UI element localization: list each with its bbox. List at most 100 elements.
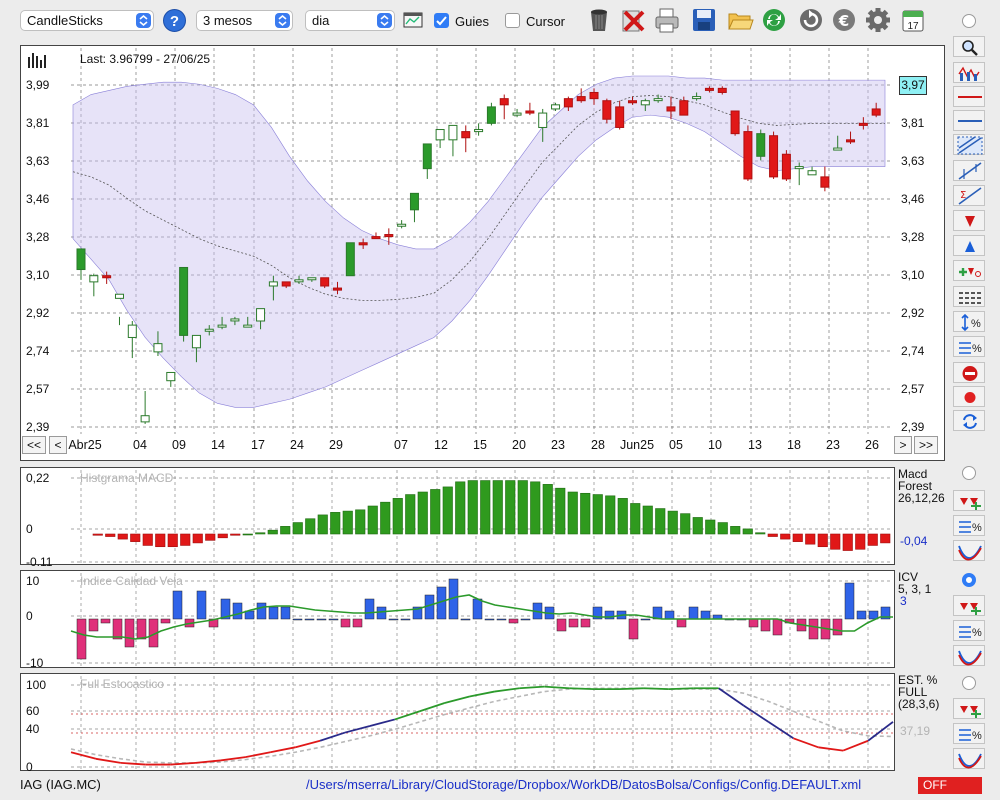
icv-value: 3 xyxy=(900,594,907,608)
macd-bar xyxy=(530,481,541,535)
y-tick-label: 100 xyxy=(26,678,46,692)
delete-icon[interactable] xyxy=(619,6,647,34)
stochastic-k-segment xyxy=(618,687,644,690)
interval-select[interactable]: dia xyxy=(305,10,395,31)
macd-curve-button[interactable] xyxy=(953,540,985,561)
y-tick-label-right: 3,63 xyxy=(901,154,925,168)
stochastic-radio[interactable] xyxy=(962,676,976,690)
x-tick-label: 23 xyxy=(826,438,840,452)
stochastic-curve-button[interactable] xyxy=(953,748,985,769)
macd-signals-button[interactable] xyxy=(953,490,985,511)
euro-icon[interactable]: € xyxy=(830,6,858,34)
fibonacci-tool-button[interactable]: Σ xyxy=(953,185,985,206)
macd-radio[interactable] xyxy=(962,466,976,480)
print-icon[interactable] xyxy=(653,6,681,34)
icv-bar xyxy=(280,606,291,620)
icv-curve-button[interactable] xyxy=(953,645,985,666)
x-tick-label: 04 xyxy=(133,438,147,452)
indicators-window-icon[interactable] xyxy=(402,6,424,34)
trash-icon[interactable] xyxy=(585,6,613,34)
horizontal-blue-line-button[interactable] xyxy=(953,110,985,131)
clear-drawings-button[interactable] xyxy=(953,362,985,383)
grid-lines-button[interactable] xyxy=(953,286,985,307)
macd-bar xyxy=(805,533,816,545)
icv-bar xyxy=(664,610,675,620)
candle-body xyxy=(474,129,484,133)
price-chart[interactable]: 3,993,993,813,813,633,633,463,463,283,28… xyxy=(21,46,946,462)
macd-bar xyxy=(405,494,416,535)
period-select[interactable]: 3 mesos xyxy=(196,10,293,31)
percent-lines-button[interactable]: % xyxy=(953,336,985,357)
stochastic-percent-button[interactable]: % xyxy=(953,723,985,744)
stochastic-k-segment xyxy=(344,725,371,734)
nav-last-button[interactable]: >> xyxy=(914,436,938,454)
cursor-checkbox[interactable] xyxy=(505,13,520,28)
macd-panel[interactable]: 0,22 0 -0,11 xyxy=(20,467,896,566)
macd-bar xyxy=(542,484,553,535)
candle-mode-button[interactable] xyxy=(953,62,985,83)
stochastic-panel[interactable]: 100 60 40 0 xyxy=(20,673,896,772)
settings-icon[interactable] xyxy=(864,6,892,34)
buy-arrow-button[interactable] xyxy=(953,235,985,256)
macd-bar xyxy=(342,510,353,535)
reload-icon[interactable] xyxy=(797,6,825,34)
icv-bar xyxy=(592,606,603,620)
macd-chart[interactable]: 0,22 0 -0,11 xyxy=(21,468,896,566)
refresh-icon[interactable] xyxy=(760,6,788,34)
sell-arrow-button[interactable] xyxy=(953,210,985,231)
calendar-icon[interactable]: 17 xyxy=(899,6,927,34)
nav-prev-button[interactable]: < xyxy=(49,436,67,454)
signals-button[interactable] xyxy=(953,260,985,281)
icv-bar xyxy=(808,618,819,640)
config-path-label[interactable]: /Users/mserra/Library/CloudStorage/Dropb… xyxy=(306,777,862,792)
candle-body xyxy=(820,176,830,188)
percent-lines-icon: % xyxy=(959,342,982,355)
record-button[interactable] xyxy=(953,386,985,407)
trendline-tool-button[interactable] xyxy=(953,160,985,181)
icv-chart[interactable]: 10 0 -10 xyxy=(21,571,896,669)
y-tick-label-left: 2,57 xyxy=(26,382,50,396)
x-tick-label: 17 xyxy=(251,438,265,452)
x-tick-label: 18 xyxy=(787,438,801,452)
zoom-tool-button[interactable] xyxy=(953,36,985,57)
price-chart-panel[interactable]: 3,993,993,813,813,633,633,463,463,283,28… xyxy=(20,45,945,461)
macd-bar xyxy=(580,492,591,535)
channel-tool-button[interactable] xyxy=(953,134,985,155)
nav-next-button[interactable]: > xyxy=(894,436,912,454)
candle-body xyxy=(397,223,407,227)
icv-panel[interactable]: 10 0 -10 xyxy=(20,570,896,669)
save-icon[interactable] xyxy=(690,6,718,34)
candle-body xyxy=(204,328,214,332)
y-tick-label-left: 3,28 xyxy=(26,230,50,244)
icv-signals-button[interactable] xyxy=(953,595,985,616)
icv-bar xyxy=(604,610,615,620)
percent-range-button[interactable]: % xyxy=(953,311,985,332)
chart-type-select[interactable]: CandleSticks xyxy=(20,10,154,31)
macd-bar xyxy=(317,514,328,535)
stochastic-k-segment xyxy=(569,687,595,690)
icv-radio[interactable] xyxy=(962,573,976,587)
icv-bar xyxy=(472,598,483,620)
icv-bar xyxy=(232,602,243,620)
signals-icon xyxy=(960,603,981,615)
main-chart-radio[interactable] xyxy=(962,14,976,28)
open-folder-icon[interactable] xyxy=(726,6,754,34)
candle-body xyxy=(602,100,612,120)
mode-off-button[interactable]: OFF xyxy=(918,777,982,794)
stochastic-chart[interactable]: 100 60 40 0 xyxy=(21,674,896,772)
icv-percent-button[interactable]: % xyxy=(953,620,985,641)
help-button[interactable]: ? xyxy=(163,9,186,32)
macd-percent-button[interactable]: % xyxy=(953,515,985,536)
macd-bar xyxy=(292,522,303,535)
guides-checkbox[interactable] xyxy=(434,13,449,28)
horizontal-red-line-button[interactable] xyxy=(953,86,985,107)
macd-bar xyxy=(255,532,266,535)
candle-body xyxy=(833,147,843,151)
candle-body xyxy=(371,236,381,240)
sync-button[interactable] xyxy=(953,410,985,431)
nav-first-button[interactable]: << xyxy=(22,436,46,454)
candle-body xyxy=(307,277,317,281)
candle-body xyxy=(294,279,304,283)
svg-text:€: € xyxy=(838,12,849,30)
stochastic-signals-button[interactable] xyxy=(953,698,985,719)
